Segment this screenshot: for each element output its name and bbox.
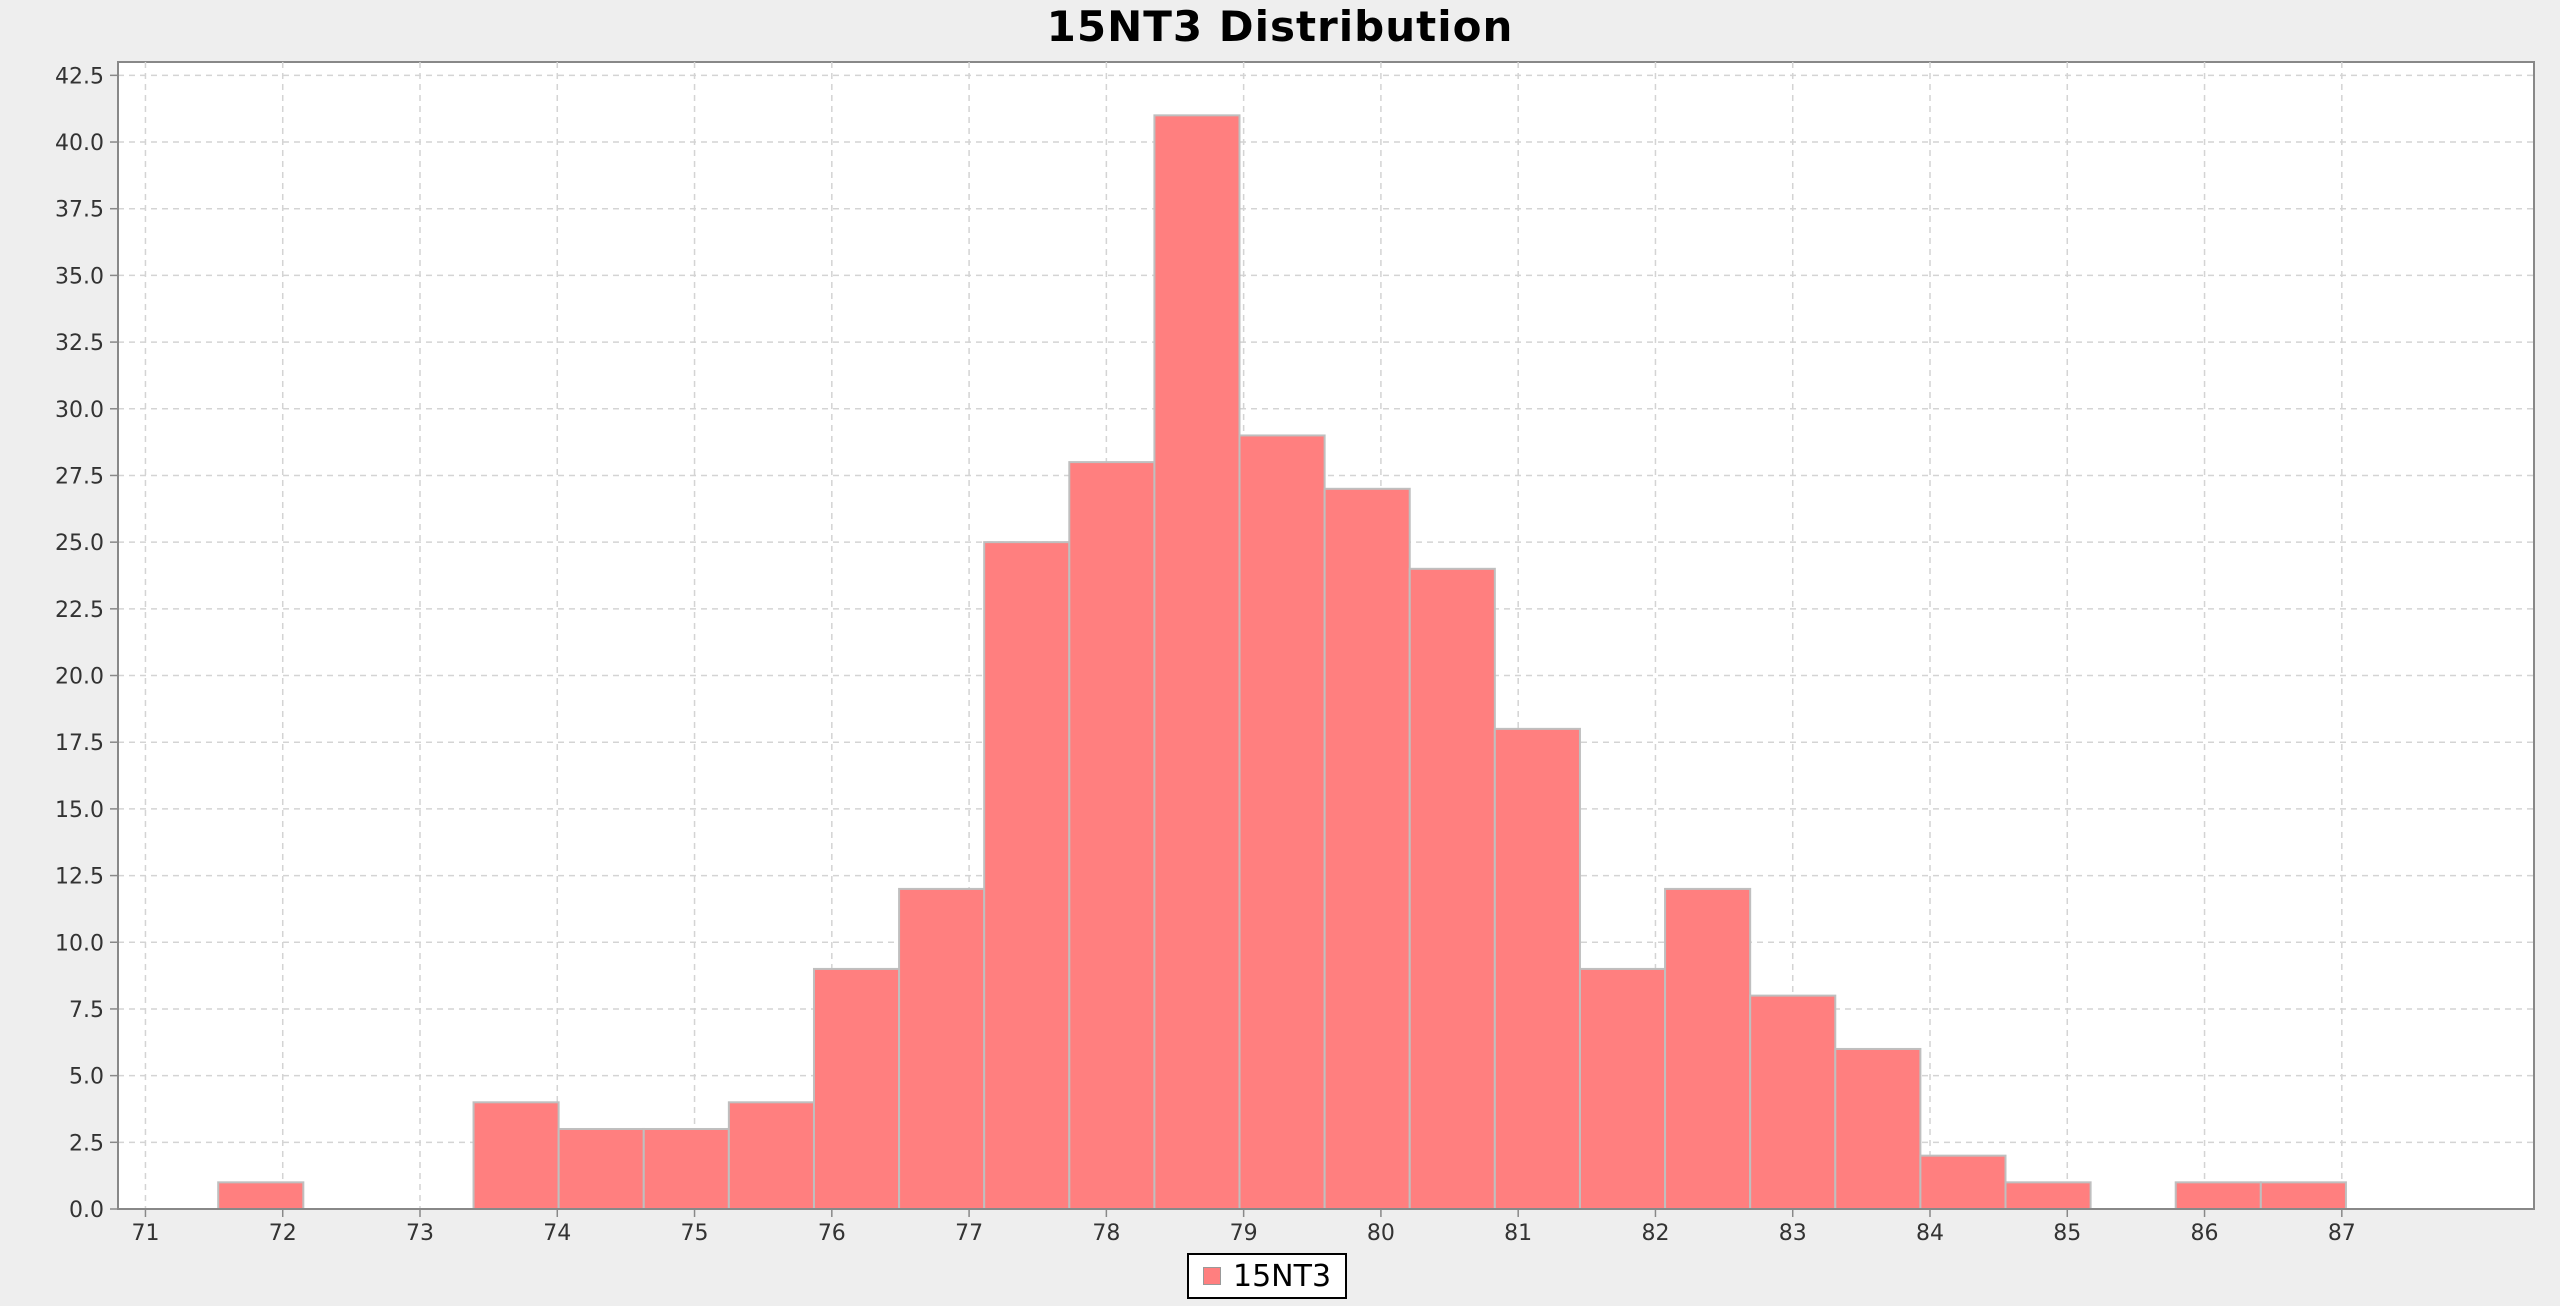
y-tick-label: 17.5 (55, 731, 104, 756)
y-tick-label: 15.0 (55, 798, 104, 823)
y-tick-label: 0.0 (69, 1198, 104, 1223)
x-tick-label: 76 (818, 1221, 846, 1246)
y-tick-label: 25.0 (55, 531, 104, 556)
histogram-bar (1238, 434, 1326, 1211)
x-tick-label: 85 (2053, 1221, 2081, 1246)
histogram-bar (812, 967, 901, 1210)
y-tick-label: 12.5 (55, 865, 104, 890)
x-tick-label: 73 (406, 1221, 434, 1246)
histogram-bar (983, 541, 1071, 1210)
histogram-bar (1323, 487, 1411, 1210)
y-tick-label: 2.5 (69, 1131, 104, 1156)
x-tick-label: 82 (1641, 1221, 1669, 1246)
y-tick-label: 22.5 (55, 598, 104, 623)
x-tick-label: 72 (269, 1221, 297, 1246)
y-tick-label: 7.5 (69, 998, 104, 1023)
histogram-bar (1919, 1154, 2007, 1210)
y-tick-label: 37.5 (55, 198, 104, 223)
histogram-bar (472, 1101, 560, 1211)
x-tick-label: 81 (1504, 1221, 1532, 1246)
y-tick-label: 42.5 (55, 64, 104, 89)
histogram-bar (1153, 114, 1241, 1210)
histogram-bar (1068, 461, 1156, 1210)
x-tick-label: 79 (1230, 1221, 1258, 1246)
x-tick-label: 83 (1779, 1221, 1807, 1246)
histogram-bar (1408, 567, 1496, 1210)
histogram-bar (2174, 1181, 2262, 1210)
x-tick-label: 87 (2328, 1221, 2356, 1246)
x-tick-label: 74 (543, 1221, 571, 1246)
x-tick-label: 80 (1367, 1221, 1395, 1246)
x-tick-label: 86 (2191, 1221, 2219, 1246)
histogram-bar (1493, 727, 1581, 1210)
histogram-bar (898, 887, 986, 1210)
bars (217, 114, 2347, 1211)
histogram-bar (2004, 1181, 2092, 1210)
axes: 71 72 73 74 75 76 77 78 79 80 81 82 83 84 85 86 87 0.0 2.5… (55, 62, 2534, 1246)
histogram-bar (1834, 1047, 1922, 1210)
y-tick-label: 32.5 (55, 331, 104, 356)
y-tick-label: 40.0 (55, 131, 104, 156)
legend: 15NT3 (1187, 1253, 1348, 1299)
x-tick-label: 77 (955, 1221, 983, 1246)
y-tick-label: 35.0 (55, 264, 104, 289)
histogram-bar (2259, 1181, 2347, 1210)
y-tick-label: 20.0 (55, 665, 104, 690)
histogram-bar (557, 1127, 645, 1210)
histogram-bar (1749, 994, 1837, 1211)
chart-title: 15NT3 Distribution (1046, 2, 1514, 51)
histogram-bar (1664, 887, 1752, 1210)
histogram-bar (727, 1101, 815, 1211)
y-tick-label: 30.0 (55, 398, 104, 423)
x-tick-label: 75 (681, 1221, 709, 1246)
legend-swatch (1203, 1267, 1221, 1285)
x-tick-label: 84 (1916, 1221, 1944, 1246)
x-tick-label: 71 (131, 1221, 159, 1246)
legend-label: 15NT3 (1233, 1258, 1332, 1294)
y-tick-label: 27.5 (55, 464, 104, 489)
histogram-bar (642, 1127, 730, 1210)
y-tick-label: 5.0 (69, 1065, 104, 1090)
histogram-bar (217, 1181, 305, 1210)
histogram-bar (1578, 967, 1667, 1210)
x-tick-label: 78 (1092, 1221, 1120, 1246)
y-tick-label: 10.0 (55, 931, 104, 956)
